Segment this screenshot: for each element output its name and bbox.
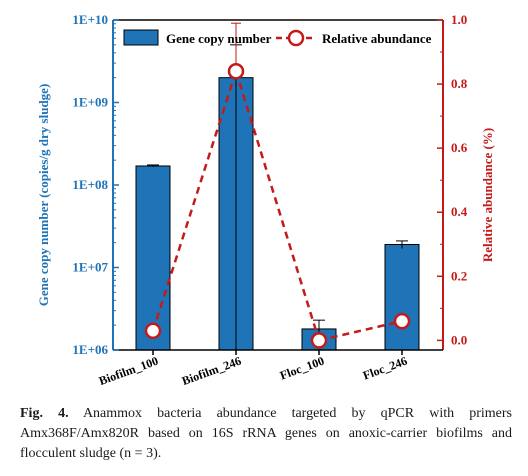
right-tick-label: 0.2 (451, 268, 467, 283)
figure-caption: Fig. 4. Anammox bacteria abundance targe… (20, 404, 512, 464)
bar-floc_246 (384, 244, 420, 351)
right-tick-label: 1.0 (451, 12, 467, 27)
point-biofilm_246 (227, 63, 245, 80)
bar-biofilm_100 (135, 165, 171, 351)
x-tick-label: Floc_100 (278, 354, 326, 383)
x-tick-label: Floc_246 (361, 354, 409, 383)
legend-label-relative-abundance: Relative abundance (322, 31, 432, 46)
point-floc_246 (393, 312, 411, 330)
right-axis-title: Relative abundance (%) (480, 128, 495, 262)
line-segment-3 (318, 319, 403, 342)
left-tick-label: 1E+10 (72, 12, 108, 27)
line-segment-2 (234, 70, 321, 341)
left-axis-title: Gene copy number (copies/g dry sludge) (36, 84, 51, 307)
line-segment-1 (151, 70, 238, 332)
x-tick-label: Biofilm_246 (180, 354, 243, 388)
caption-label: Fig. 4. (20, 406, 69, 421)
legend-marker-swatch (287, 29, 305, 47)
right-tick-label: 0.0 (451, 332, 467, 347)
chart-svg: 1E+06 1E+07 1E+08 1E+09 1E+10 0.0 0.2 0.4 0.6 0.8… (36, 12, 495, 388)
legend-bar-swatch (123, 29, 159, 46)
right-tick-label: 0.8 (451, 76, 468, 91)
x-tick-label: Biofilm_100 (97, 354, 160, 388)
caption-text: Anammox bacteria abundance targeted by q… (20, 406, 513, 461)
right-tick-label: 0.4 (451, 204, 468, 219)
left-tick-label: 1E+07 (72, 260, 108, 275)
point-floc_100 (310, 332, 328, 349)
right-tick-label: 0.6 (451, 140, 468, 155)
point-biofilm_100 (144, 322, 162, 340)
left-tick-label: 1E+06 (72, 342, 108, 357)
chart-figure: 1E+06 1E+07 1E+08 1E+09 1E+10 0.0 0.2 0.4 0.6 0.8… (36, 12, 495, 388)
left-tick-label: 1E+08 (72, 177, 108, 192)
left-tick-label: 1E+09 (72, 95, 108, 110)
legend-label-gene-copy-number: Gene copy number (166, 31, 272, 46)
